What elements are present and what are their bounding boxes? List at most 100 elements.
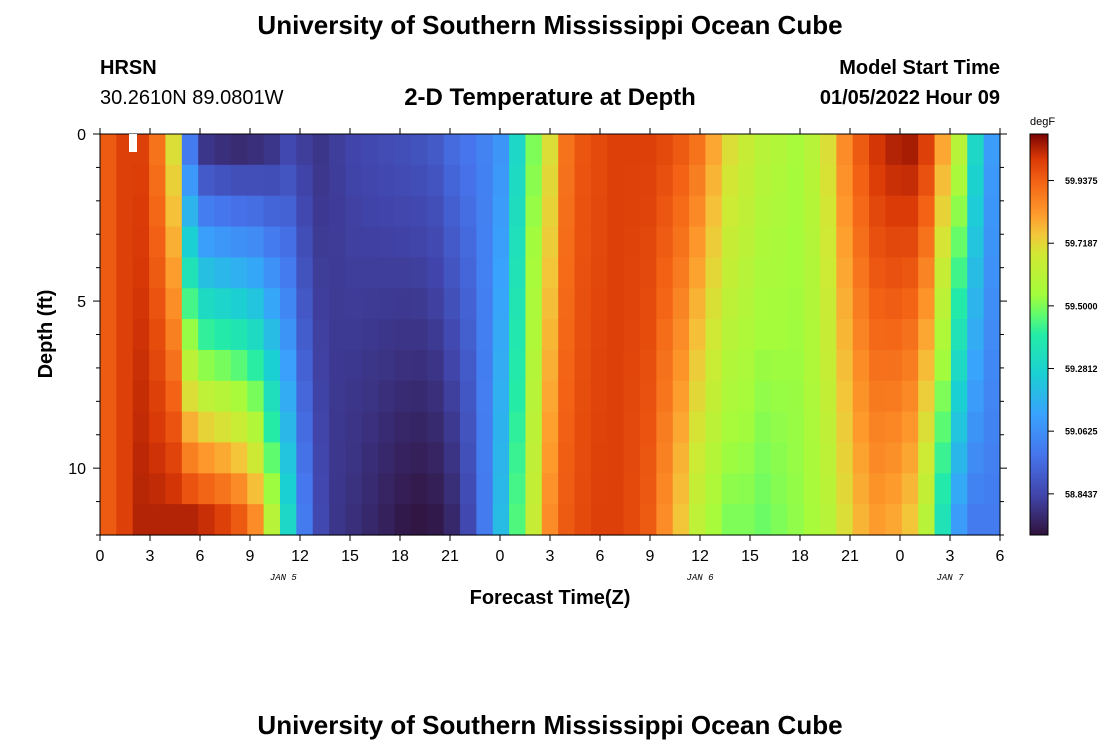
heatmap-cell bbox=[983, 473, 1001, 505]
heatmap-cell bbox=[656, 380, 674, 413]
heatmap-cell bbox=[607, 442, 625, 474]
heatmap-cell bbox=[558, 288, 576, 320]
heatmap-cell bbox=[558, 473, 576, 505]
heatmap-cell bbox=[525, 257, 543, 289]
heatmap-cell bbox=[329, 195, 347, 228]
heatmap-cell bbox=[869, 257, 887, 289]
heatmap-cell bbox=[656, 442, 674, 474]
heatmap-cell bbox=[100, 164, 117, 197]
heatmap-cell bbox=[590, 504, 608, 536]
heatmap-cell bbox=[149, 288, 167, 320]
heatmap-cell bbox=[116, 226, 134, 258]
heatmap-cell bbox=[361, 411, 379, 444]
heatmap-cell bbox=[623, 164, 641, 197]
heatmap-cell bbox=[803, 257, 821, 289]
heatmap-cell bbox=[100, 380, 117, 413]
heatmap-cell bbox=[345, 380, 363, 413]
heatmap-cell bbox=[885, 504, 903, 536]
date-labels: JAN 5 JAN 6 JAN 7 bbox=[270, 573, 964, 583]
heatmap-cell bbox=[312, 411, 330, 444]
heatmap-cell bbox=[983, 380, 1001, 413]
heatmap-cell bbox=[198, 195, 216, 228]
heatmap-cell bbox=[263, 411, 281, 444]
heatmap-cell bbox=[738, 257, 756, 289]
heatmap-cell bbox=[247, 319, 265, 351]
heatmap-cell bbox=[852, 257, 870, 289]
heatmap-cell bbox=[770, 473, 788, 505]
heatmap-cell bbox=[443, 134, 461, 166]
heatmap-cell bbox=[525, 504, 543, 536]
heatmap-cell bbox=[427, 473, 445, 505]
heatmap-cell bbox=[296, 380, 314, 413]
heatmap-cell bbox=[509, 195, 527, 228]
heatmap-cell bbox=[361, 473, 379, 505]
heatmap-cell bbox=[132, 473, 150, 505]
heatmap-cell bbox=[558, 195, 576, 228]
heatmap-cell bbox=[541, 411, 559, 444]
heatmap-cell bbox=[247, 349, 265, 382]
heatmap-cell bbox=[967, 380, 985, 413]
heatmap-cell bbox=[165, 411, 183, 444]
heatmap-cell bbox=[885, 134, 903, 166]
heatmap-cell bbox=[345, 411, 363, 444]
heatmap-cell bbox=[230, 195, 248, 228]
heatmap-cell bbox=[476, 380, 494, 413]
y-axis: 0 5 10 bbox=[68, 127, 1007, 536]
heatmap-cell bbox=[590, 195, 608, 228]
heatmap-cell bbox=[198, 164, 216, 197]
heatmap-cell bbox=[770, 442, 788, 474]
heatmap-cell bbox=[640, 380, 657, 413]
heatmap-cell bbox=[934, 380, 952, 413]
heatmap-cell bbox=[558, 504, 576, 536]
heatmap-cell bbox=[329, 257, 347, 289]
heatmap-cell bbox=[476, 195, 494, 228]
heatmap-cell bbox=[427, 442, 445, 474]
heatmap-cell bbox=[230, 504, 248, 536]
heatmap-cell bbox=[574, 349, 592, 382]
heatmap-cell bbox=[950, 349, 968, 382]
heatmap-cell bbox=[803, 442, 821, 474]
heatmap-cell bbox=[230, 164, 248, 197]
heatmap-cell bbox=[329, 164, 347, 197]
heatmap-cell bbox=[836, 473, 854, 505]
heatmap-cell bbox=[885, 257, 903, 289]
heatmap-cell bbox=[149, 257, 167, 289]
x-tick-label: 6 bbox=[596, 548, 605, 565]
heatmap-cell bbox=[607, 319, 625, 351]
heatmap-cell bbox=[410, 349, 428, 382]
heatmap-cell bbox=[280, 411, 297, 444]
heatmap-cell bbox=[427, 504, 445, 536]
heatmap-cell bbox=[410, 288, 428, 320]
heatmap-cell bbox=[296, 319, 314, 351]
heatmap-cell bbox=[427, 380, 445, 413]
heatmap-cell bbox=[901, 134, 919, 166]
heatmap-cell bbox=[247, 288, 265, 320]
heatmap-cell bbox=[770, 411, 788, 444]
heatmap-cell bbox=[983, 288, 1001, 320]
heatmap-cell bbox=[476, 319, 494, 351]
heatmap-cell bbox=[689, 380, 707, 413]
heatmap-cell bbox=[476, 257, 494, 289]
heatmap-cell bbox=[509, 442, 527, 474]
heatmap-cell bbox=[263, 226, 281, 258]
heatmap-cell bbox=[394, 442, 412, 474]
heatmap-cell bbox=[754, 226, 772, 258]
heatmap-cell bbox=[165, 473, 183, 505]
heatmap-cell bbox=[754, 257, 772, 289]
heatmap-cell bbox=[427, 349, 445, 382]
station-id: HRSN bbox=[100, 57, 157, 79]
heatmap-cell bbox=[950, 473, 968, 505]
heatmap-cell bbox=[738, 195, 756, 228]
heatmap-cell bbox=[230, 288, 248, 320]
heatmap-cell bbox=[672, 504, 690, 536]
heatmap-cell bbox=[492, 411, 510, 444]
heatmap-cell bbox=[410, 257, 428, 289]
heatmap-cell bbox=[607, 380, 625, 413]
heatmap-cell bbox=[607, 411, 625, 444]
heatmap-cell bbox=[738, 473, 756, 505]
heatmap-cell bbox=[623, 195, 641, 228]
heatmap-cell bbox=[165, 349, 183, 382]
heatmap-cell bbox=[214, 380, 232, 413]
heatmap-cell bbox=[623, 288, 641, 320]
heatmap-cell bbox=[149, 164, 167, 197]
